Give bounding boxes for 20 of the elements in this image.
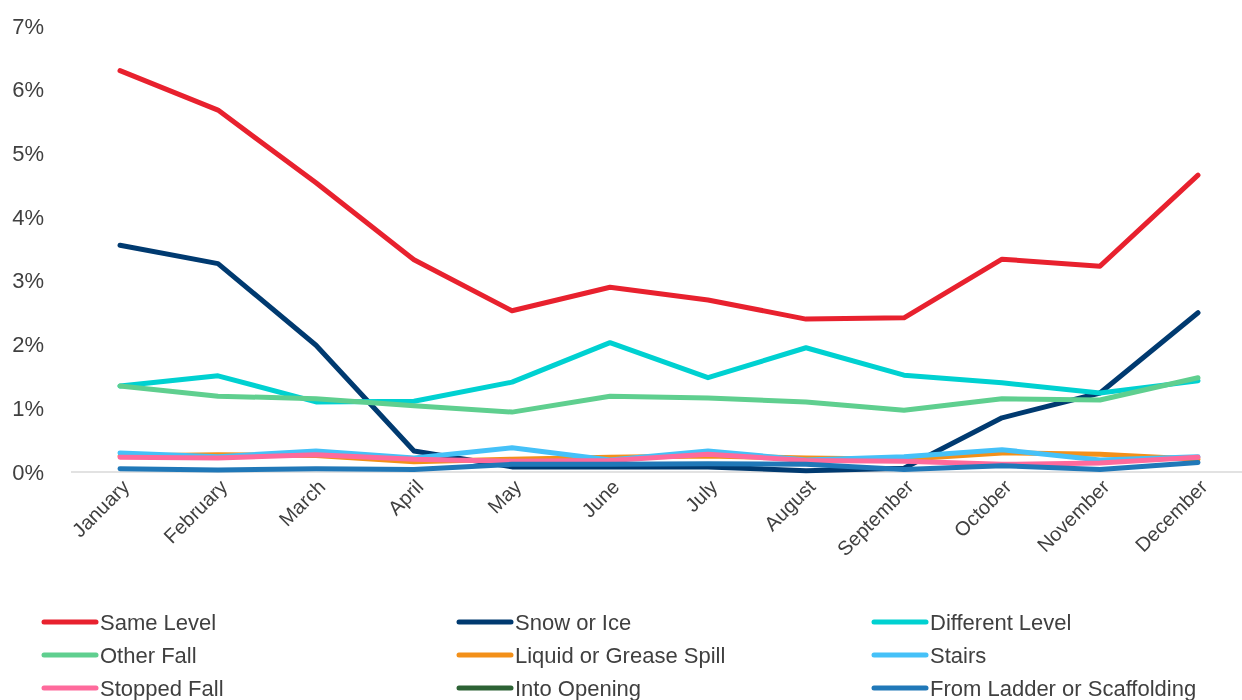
y-tick-label: 6%: [12, 77, 44, 103]
legend-label: Snow or Ice: [515, 610, 632, 635]
y-tick-label: 1%: [12, 395, 44, 421]
y-tick-label: 3%: [12, 268, 44, 294]
y-tick-label: 0%: [12, 459, 44, 485]
y-tick-label: 2%: [12, 332, 44, 358]
y-tick-label: 5%: [12, 140, 44, 166]
legend-label: Into Opening: [515, 676, 641, 700]
x-tick-label: July: [680, 475, 722, 517]
legend-label: Stairs: [930, 643, 987, 668]
x-tick-label: June: [577, 475, 624, 522]
legend-label: Liquid or Grease Spill: [515, 643, 726, 668]
y-tick-label: 7%: [12, 13, 44, 39]
y-tick-label: 4%: [12, 204, 44, 230]
legend-label: From Ladder or Scaffolding: [930, 676, 1197, 700]
legend-label: Different Level: [930, 610, 1072, 635]
x-tick-label: May: [483, 475, 526, 518]
legend-label: Other Fall: [100, 643, 197, 668]
legend-label: Same Level: [100, 610, 217, 635]
legend-label: Stopped Fall: [100, 676, 224, 700]
